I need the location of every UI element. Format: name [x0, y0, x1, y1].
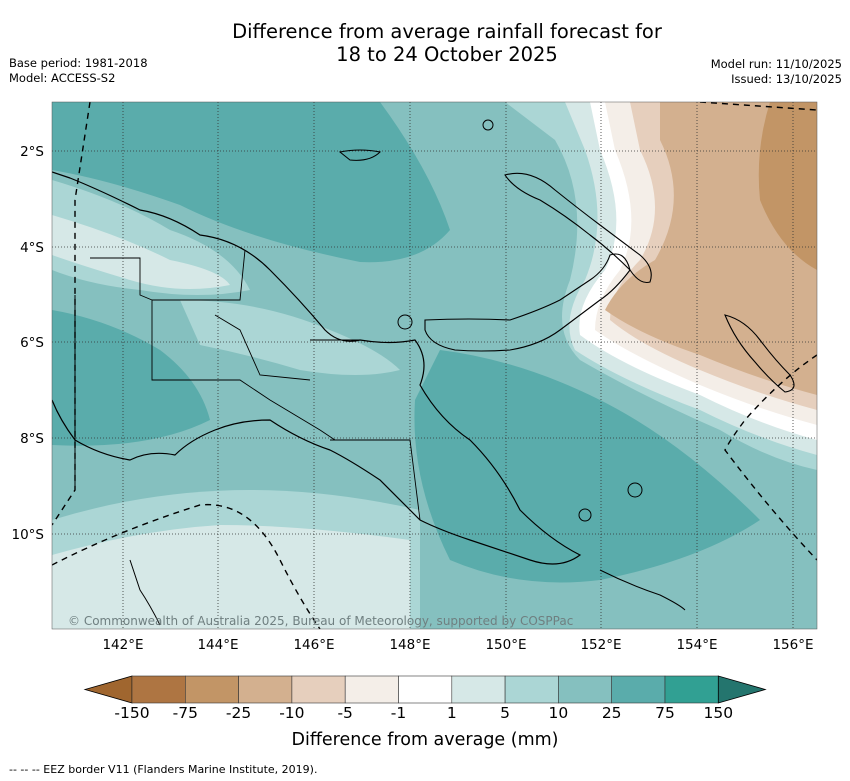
meta-right: Model run: 11/10/2025 Issued: 13/10/2025 [711, 57, 842, 87]
title-line-2: 18 to 24 October 2025 [336, 43, 558, 66]
colorbar-tick-label: 75 [655, 704, 675, 722]
lon-label: 148°E [389, 637, 430, 653]
colorbar-tick-label: -25 [225, 704, 252, 722]
colorbar-tick-label: -1 [390, 704, 407, 722]
colorbar-segment [398, 675, 453, 704]
chart-title: Difference from average rainfall forecas… [0, 20, 850, 66]
colorbar-tick-label: 25 [601, 704, 622, 722]
colorbar-segment [131, 675, 186, 704]
light-central [180, 300, 400, 375]
lon-labels: 142°E 144°E 146°E 148°E 150°E 152°E 154°… [102, 637, 813, 653]
colorbar-tick-label: -10 [279, 704, 305, 722]
lon-label: 156°E [772, 637, 813, 653]
colorbar-tick-label: 150 [703, 704, 734, 722]
meta-left: Base period: 1981-2018 Model: ACCESS-S2 [9, 56, 148, 86]
wet-band-southeast [414, 350, 760, 583]
map-field: © Commonwealth of Australia 2025, Bureau… [52, 102, 817, 629]
lat-label: 2°S [20, 144, 44, 160]
colorbar-tick-label: 10 [548, 704, 569, 722]
province-lines [90, 249, 421, 521]
lat-label: 4°S [20, 240, 44, 256]
island [627, 482, 643, 498]
new-ireland-coastline [504, 172, 652, 284]
colorbar-tick-label: 5 [500, 704, 511, 722]
east-driest [758, 102, 817, 270]
colorbar-tick-label: -75 [172, 704, 198, 722]
colorbar-segment [238, 675, 293, 704]
colorbar-segment [611, 675, 666, 704]
island [578, 508, 592, 522]
lon-label: 154°E [676, 637, 717, 653]
base-period-text: Base period: 1981-2018 [9, 56, 148, 70]
cape-york-coastline [129, 559, 161, 626]
colorbar-tick-label: -150 [114, 704, 150, 722]
colorbar-over-triangle [717, 675, 767, 704]
colorbar-segment [291, 675, 346, 704]
manus-coastline [338, 149, 382, 161]
island [397, 314, 413, 330]
colorbar-segment [504, 675, 559, 704]
lon-label: 144°E [197, 637, 238, 653]
copyright-text: © Commonwealth of Australia 2025, Bureau… [68, 614, 573, 628]
colorbar-segment [344, 675, 399, 704]
colorbar-segment [664, 675, 719, 704]
wet-band-north [52, 102, 450, 263]
lightest-south [52, 525, 410, 629]
colorbar [83, 675, 767, 704]
title-line-1: Difference from average rainfall forecas… [232, 20, 662, 43]
lat-label: 8°S [20, 431, 44, 447]
colorbar-tick-label: 1 [446, 704, 457, 722]
lon-label: 152°E [580, 637, 621, 653]
eez-borders [52, 102, 817, 629]
model-text: Model: ACCESS-S2 [9, 71, 116, 85]
lon-label: 150°E [485, 637, 526, 653]
louisiade-coastline [599, 569, 686, 611]
gridlines [52, 102, 817, 629]
model-run-text: Model run: 11/10/2025 [710, 57, 842, 71]
colorbar-under-triangle [83, 675, 133, 704]
colorbar-segment [558, 675, 613, 704]
map-frame [51, 101, 818, 630]
island [482, 119, 494, 131]
lon-label: 146°E [293, 637, 334, 653]
lightest-west [52, 215, 230, 289]
lat-label: 10°S [12, 527, 45, 543]
issued-text: Issued: 13/10/2025 [731, 72, 842, 86]
colorbar-segment [451, 675, 506, 704]
colorbar-segment [185, 675, 239, 704]
colorbar-tick-label: -5 [337, 704, 353, 722]
new-guinea-coastline [52, 171, 582, 565]
wet-band-west [52, 310, 210, 446]
eez-footnote: -- -- -- EEZ border V11 (Flanders Marine… [9, 763, 318, 776]
lat-label: 6°S [20, 335, 44, 351]
colorbar-title: Difference from average (mm) [291, 730, 559, 750]
lat-labels: 2°S 4°S 6°S 8°S 10°S [12, 144, 45, 543]
bougainville-coastline [724, 314, 795, 393]
lon-label: 142°E [102, 637, 143, 653]
